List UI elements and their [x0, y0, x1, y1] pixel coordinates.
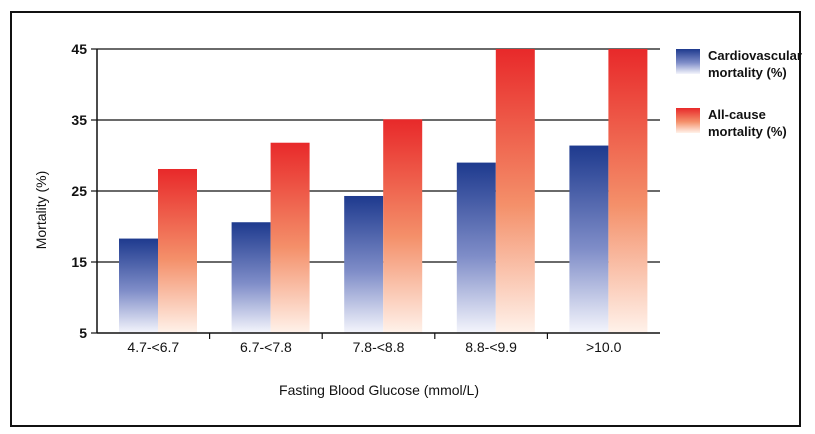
bar-cardiovascular-0: [119, 238, 158, 333]
x-tick-label-3: 8.8-<9.9: [465, 339, 517, 355]
x-tick-label-2: 7.8-<8.8: [353, 339, 405, 355]
x-tick-label-4: >10.0: [586, 339, 622, 355]
y-tick-label-2: 25: [71, 183, 87, 199]
x-axis-title: Fasting Blood Glucose (mmol/L): [279, 382, 479, 398]
tick-labels: 5 15 25 35 45 4.7-<6.7 6.7-<7.8 7.8-<8.8 8.8-<9.…: [71, 41, 621, 355]
bar-cardiovascular-3: [456, 162, 496, 333]
bar-all-cause-2: [383, 119, 423, 333]
legend-label-1-line-1: mortality (%): [708, 124, 787, 139]
bar-all-cause-0: [158, 168, 197, 333]
y-tick-label-4: 45: [71, 41, 87, 57]
y-tick-label-1: 15: [71, 254, 87, 270]
axes: [91, 48, 660, 339]
bar-all-cause-1: [270, 142, 310, 333]
y-axis-title: Mortality (%): [33, 171, 49, 250]
bar-all-cause-3: [495, 49, 535, 333]
x-tick-label-0: 4.7-<6.7: [127, 339, 179, 355]
bar-all-cause-4: [608, 49, 648, 333]
legend: Cardiovascular mortality (%) All-cause mort…: [676, 48, 802, 139]
bars: [119, 49, 648, 333]
legend-label-0-line-0: Cardiovascular: [708, 48, 802, 63]
legend-label-0-line-1: mortality (%): [708, 65, 787, 80]
bar-cardiovascular-2: [344, 195, 384, 333]
legend-label-1-line-0: All-cause: [708, 107, 766, 122]
x-tick-label-1: 6.7-<7.8: [240, 339, 292, 355]
y-tick-label-0: 5: [79, 325, 87, 341]
legend-swatch-0: [676, 49, 700, 74]
legend-swatch-1: [676, 108, 700, 133]
bar-cardiovascular-1: [231, 222, 271, 333]
y-tick-label-3: 35: [71, 112, 87, 128]
bar-cardiovascular-4: [569, 145, 609, 333]
